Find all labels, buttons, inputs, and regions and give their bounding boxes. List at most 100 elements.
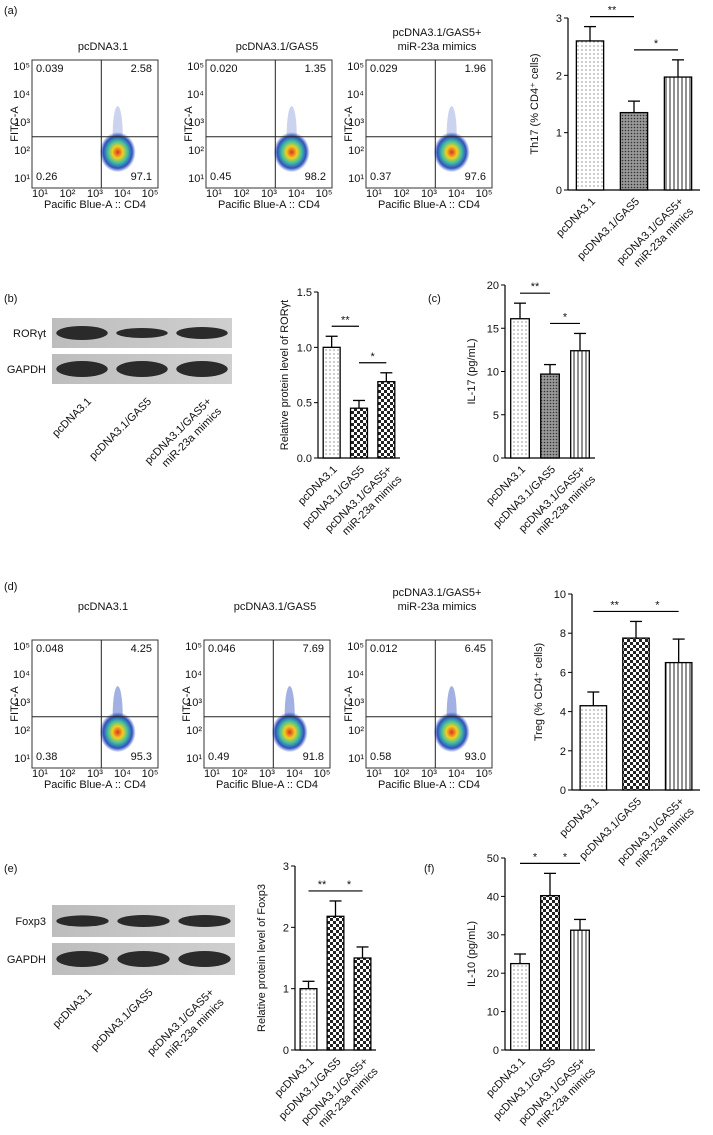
bar — [322, 346, 341, 459]
error-bar — [544, 872, 556, 896]
flow-x-tick: 10⁵ — [476, 768, 493, 780]
blot-band — [56, 326, 108, 340]
flow-x-tick: 10⁴ — [114, 768, 131, 780]
flow-x-tick: 10⁵ — [316, 188, 333, 200]
flow-x-tick: 10⁴ — [448, 188, 465, 200]
y-tick-label: 0.5 — [297, 398, 312, 410]
y-tick-label: 1 — [283, 984, 289, 996]
panel-label: (a) — [4, 5, 17, 17]
flow-frame — [31, 639, 159, 769]
flow-x-tick: 10⁵ — [314, 768, 331, 780]
flow-y-label: FITC-A — [9, 106, 21, 142]
bar — [349, 407, 369, 459]
bar — [570, 929, 590, 1051]
blot-band — [117, 915, 170, 927]
blot-band — [56, 951, 109, 967]
flow-y-tick: 10³ — [14, 117, 30, 129]
flow-x-tick: 10³ — [87, 768, 103, 780]
error-bar — [514, 302, 526, 319]
significance-label: * — [563, 311, 568, 323]
flow-x-tick: 10⁵ — [142, 188, 159, 200]
blot-lane-label: pcDNA3.1/GAS5+miR-23a mimics — [145, 986, 227, 1068]
significance-label: ** — [318, 879, 327, 891]
flow-x-tick: 10⁵ — [476, 188, 493, 200]
error-bar — [672, 59, 684, 78]
flow-x-tick: 10⁴ — [286, 768, 303, 780]
quadrant-value: 6.45 — [465, 643, 486, 655]
y-tick-label: 20 — [487, 280, 499, 292]
flow-frame — [365, 639, 493, 769]
quadrant-value: 0.012 — [370, 643, 398, 655]
error-bar — [356, 946, 369, 958]
flow-x-label: Pacific Blue-A :: CD4 — [216, 779, 318, 791]
blot-band — [176, 327, 228, 339]
flow-y-label: FITC-A — [343, 686, 355, 722]
quadrant-value: 0.039 — [36, 63, 64, 75]
flow-y-tick: 10² — [186, 725, 202, 737]
significance-label: * — [371, 351, 376, 363]
flow-x-label: Pacific Blue-A :: CD4 — [378, 779, 480, 791]
flow-y-tick: 10⁵ — [347, 61, 364, 73]
flow-x-tick: 10¹ — [32, 768, 48, 780]
bar — [664, 661, 693, 791]
flow-y-tick: 10⁵ — [347, 641, 364, 653]
blot-lane-label: pcDNA3.1/GAS5 — [89, 987, 156, 1054]
flow-frame — [203, 639, 331, 769]
flow-blob — [273, 132, 310, 173]
quadrant-value: 0.046 — [208, 643, 236, 655]
error-bar — [544, 363, 556, 375]
flow-x-tick: 10³ — [421, 768, 437, 780]
panel-label: (e) — [4, 863, 17, 875]
y-tick-label: 6 — [560, 667, 566, 679]
quadrant-value: 4.25 — [131, 643, 152, 655]
quadrant-value: 0.38 — [36, 751, 57, 763]
flow-y-tick: 10¹ — [348, 173, 364, 185]
flow-title: pcDNA3.1 — [78, 41, 128, 53]
blot-lane-label: pcDNA3.1/GAS5+miR-23a mimics — [143, 395, 225, 477]
flow-title: pcDNA3.1/GAS5+ miR-23a mimics — [393, 27, 482, 53]
quadrant-value: 97.1 — [131, 171, 152, 183]
flow-x-tick: 10² — [60, 188, 76, 200]
y-axis-label: Treg (% CD4⁺ cells) — [533, 643, 545, 741]
flow-x-label: Pacific Blue-A :: CD4 — [378, 199, 480, 211]
flow-blob — [271, 712, 308, 753]
blot-band — [117, 951, 170, 967]
flow-y-tick: 10² — [348, 725, 364, 737]
x-tick-label: pcDNA3.1/GAS5+miR-23a mimics — [517, 463, 599, 545]
y-axis-label: Th17 (% CD4⁺ cells) — [529, 53, 541, 154]
flow-x-tick: 10⁴ — [288, 188, 305, 200]
bar — [579, 705, 608, 791]
flow-x-tick: 10² — [60, 768, 76, 780]
y-tick-label: 50 — [487, 853, 499, 865]
bar — [377, 380, 396, 459]
flow-y-tick: 10⁴ — [187, 89, 204, 101]
error-bar — [380, 372, 393, 382]
bar — [663, 76, 693, 191]
flow-x-tick: 10³ — [261, 188, 277, 200]
quadrant-value: 98.2 — [305, 171, 326, 183]
y-tick-label: 3 — [283, 861, 289, 873]
quadrant-value: 95.3 — [131, 751, 152, 763]
flow-x-tick: 10¹ — [32, 188, 48, 200]
quadrant-value: 0.048 — [36, 643, 64, 655]
quadrant-value: 0.45 — [210, 171, 231, 183]
y-tick-label: 2 — [556, 70, 562, 82]
flow-y-tick: 10² — [14, 145, 30, 157]
panel-label: (f) — [424, 863, 434, 875]
y-tick-label: 30 — [487, 930, 499, 942]
y-tick-label: 10 — [487, 367, 499, 379]
flow-blob — [433, 712, 470, 753]
error-bar — [574, 332, 586, 351]
blot-band — [176, 361, 228, 377]
y-tick-label: 4 — [560, 707, 566, 719]
flow-x-tick: 10¹ — [204, 768, 220, 780]
y-axis-label: Relative protein level of Foxp3 — [256, 884, 268, 1032]
flow-x-tick: 10⁴ — [114, 188, 131, 200]
bar — [575, 40, 605, 191]
flow-x-label: Pacific Blue-A :: CD4 — [44, 199, 146, 211]
blot-lane-label: pcDNA3.1/GAS5 — [87, 396, 154, 463]
flow-y-tick: 10¹ — [188, 173, 204, 185]
significance-label: * — [563, 851, 568, 863]
y-tick-label: 0 — [556, 185, 562, 197]
significance-label: ** — [341, 314, 350, 326]
